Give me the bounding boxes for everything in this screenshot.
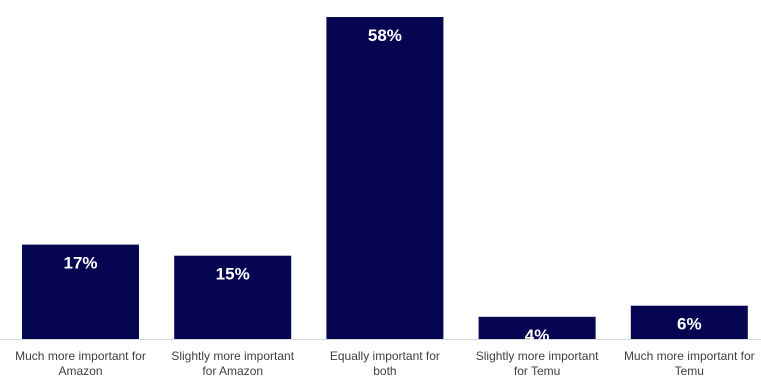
bar-1 — [22, 244, 139, 339]
bar-value-label-4: 4% — [525, 326, 550, 345]
category-label-line: Much more important for — [624, 349, 755, 363]
bar-value-label-1: 17% — [63, 254, 97, 273]
category-label-line: for Amazon — [202, 364, 263, 378]
bar-value-label-5: 6% — [677, 315, 702, 334]
category-label-line: for Temu — [514, 364, 560, 378]
bar-2 — [174, 255, 292, 339]
category-label-line: Temu — [675, 364, 704, 378]
bar-5 — [630, 305, 748, 339]
category-label-5: Much more important for Temu — [624, 349, 755, 378]
bar-4 — [478, 316, 596, 339]
bars-group — [22, 17, 748, 339]
category-label-line: both — [373, 364, 396, 378]
category-label-4: Slightly more important for Temu — [476, 349, 599, 378]
category-label-line: Slightly more important — [171, 349, 294, 363]
category-label-line: Equally important for — [330, 349, 440, 363]
category-label-3: Equally important for both — [330, 349, 440, 378]
category-label-1: Much more important for Amazon — [15, 349, 146, 378]
category-label-2: Slightly more important for Amazon — [171, 349, 294, 378]
category-label-line: Slightly more important — [476, 349, 599, 363]
category-label-line: Amazon — [58, 364, 102, 378]
bar-value-label-2: 15% — [216, 265, 250, 284]
value-labels-group: 17% 15% 58% 4% 6% — [63, 26, 701, 345]
bar-3 — [326, 17, 444, 339]
category-label-line: Much more important for — [15, 349, 146, 363]
bar-value-label-3: 58% — [368, 26, 402, 45]
